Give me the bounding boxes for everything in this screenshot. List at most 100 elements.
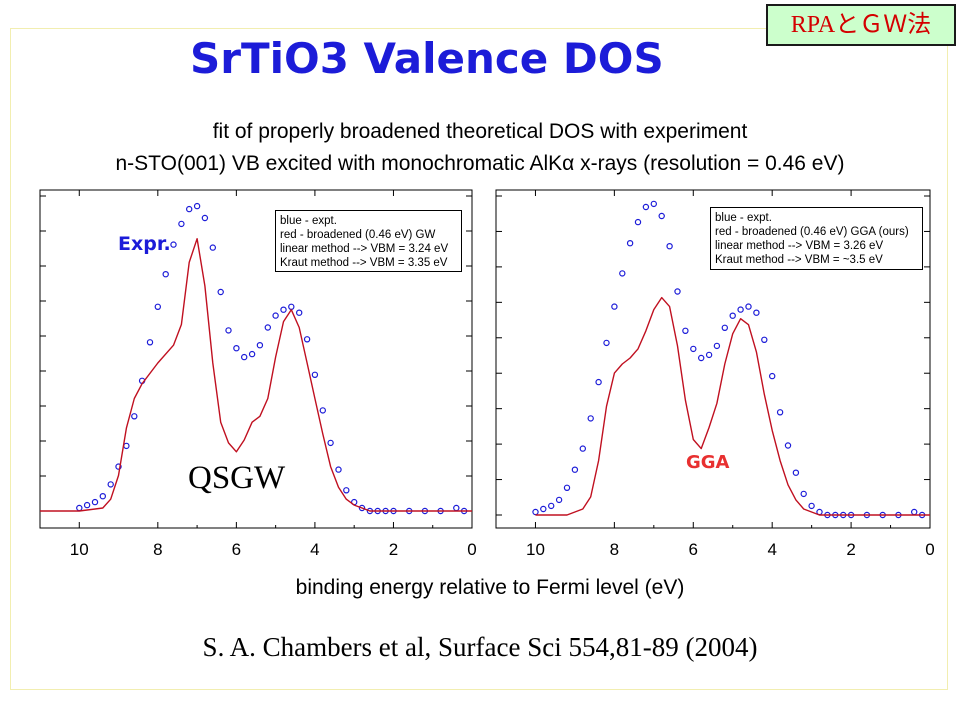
expt-data-point [185, 205, 193, 213]
expt-data-point [595, 378, 602, 386]
x-tick-label: 8 [610, 540, 619, 559]
expt-data-point [705, 351, 713, 359]
legend-line: blue - expt. [715, 212, 772, 224]
legend-line: Kraut method --> VBM = ~3.5 eV [715, 254, 883, 266]
expt-data-point [745, 303, 752, 310]
expt-data-point [256, 342, 264, 349]
expt-data-point [729, 312, 736, 319]
theory-series-line [40, 237, 472, 512]
x-tick-label: 4 [310, 540, 319, 559]
legend-line: red - broadened (0.46 eV) GW [280, 229, 436, 241]
x-tick-label: 6 [232, 540, 241, 559]
expt-data-point [682, 327, 689, 334]
section-tag: RPAとＧＷ法 [766, 4, 956, 46]
expt-data-point [611, 303, 618, 310]
legend-line: linear method --> VBM = 3.24 eV [280, 243, 449, 255]
expt-data-point [548, 502, 555, 510]
x-tick-label: 10 [526, 540, 545, 559]
expt-data-point [162, 271, 169, 278]
chart-panel-gga: 10 8 6 4 2 0 [495, 189, 935, 559]
expt-data-point [327, 439, 334, 447]
legend-line: red - broadened (0.46 eV) GGA (ours) [715, 226, 909, 238]
expt-data-point [642, 203, 650, 211]
expt-data-point [626, 239, 634, 247]
annotation-gga: GGA [686, 452, 730, 473]
expt-data-point [225, 327, 232, 334]
expt-data-point [603, 339, 610, 347]
expt-data-point [698, 354, 705, 362]
expt-data-point [737, 306, 744, 313]
expt-data-point [99, 493, 107, 500]
expt-data-point [784, 442, 792, 449]
expt-data-point [911, 508, 918, 516]
annotation-qsgw: QSGW [188, 460, 286, 496]
theory-series-line [535, 296, 930, 516]
x-tick-label: 0 [467, 540, 476, 559]
expt-data-point [808, 502, 815, 510]
expt-data-point [311, 371, 319, 378]
slide-frame [10, 28, 948, 690]
expt-data-point [193, 202, 201, 210]
legend-line: Kraut method --> VBM = 3.35 eV [280, 257, 448, 269]
subtitle-line-1: fit of properly broadened theoretical DO… [212, 120, 748, 143]
x-tick-label: 6 [689, 540, 698, 559]
expt-data-point [303, 336, 311, 343]
expt-data-point [674, 288, 681, 295]
expt-data-point [721, 324, 729, 331]
expt-data-point [532, 508, 539, 516]
expt-data-point [91, 498, 99, 506]
expt-data-point [319, 407, 326, 414]
x-tick-label: 8 [153, 540, 162, 559]
x-axis-label: binding energy relative to Fermi level (… [295, 576, 685, 599]
expt-data-point [571, 466, 579, 473]
expt-data-point [335, 466, 342, 473]
expt-data-point [650, 200, 658, 208]
expt-data-point [131, 413, 138, 420]
expt-data-point [264, 324, 271, 331]
expt-data-point [769, 372, 776, 380]
expt-data-point [83, 501, 91, 509]
legend-line: blue - expt. [280, 215, 337, 227]
expt-data-point [690, 345, 697, 353]
expt-data-point [666, 242, 673, 250]
expt-data-point [217, 288, 224, 296]
legend-qsgw: blue - expt. red - broadened (0.46 eV) G… [275, 210, 462, 272]
citation: S. A. Chambers et al, Surface Sci 554,81… [202, 632, 758, 662]
expt-data-point [154, 303, 161, 310]
expt-data-point [579, 445, 587, 452]
expt-data-point [540, 505, 547, 513]
x-tick-label: 0 [925, 540, 934, 559]
plot-frame [39, 189, 473, 529]
plot-frame [495, 189, 931, 529]
expt-data-point [209, 244, 216, 251]
expt-data-point [563, 484, 571, 491]
expt-data-point [240, 353, 248, 361]
x-tick-label: 10 [70, 540, 89, 559]
x-tick-label: 2 [389, 540, 398, 559]
expt-data-point [76, 504, 83, 512]
expt-data-point [792, 469, 800, 476]
expt-data-point [761, 336, 768, 343]
annotation-expr: Expr. [118, 233, 171, 255]
expt-data-point [587, 415, 594, 422]
legend-gga: blue - expt. red - broadened (0.46 eV) G… [710, 207, 923, 270]
expt-data-point [343, 487, 350, 494]
expt-data-point [280, 306, 287, 313]
expt-data-point [800, 490, 807, 498]
expt-data-point [713, 342, 721, 350]
expt-data-point [123, 442, 130, 450]
expt-data-point [288, 303, 295, 310]
expt-data-point [201, 214, 209, 222]
expt-data-point [146, 339, 154, 346]
x-tick-label: 4 [767, 540, 776, 559]
chart-panel-qsgw: 10 8 6 4 2 0 [39, 189, 477, 559]
expt-data-point [658, 212, 665, 220]
expt-data-point [248, 350, 256, 358]
expt-data-point [453, 504, 460, 512]
expt-data-point [296, 309, 303, 316]
expt-data-point [178, 220, 185, 228]
expt-data-point [170, 241, 177, 248]
expt-data-point [107, 481, 114, 488]
slide-title: SrTiO3 Valence DOS [190, 34, 664, 83]
